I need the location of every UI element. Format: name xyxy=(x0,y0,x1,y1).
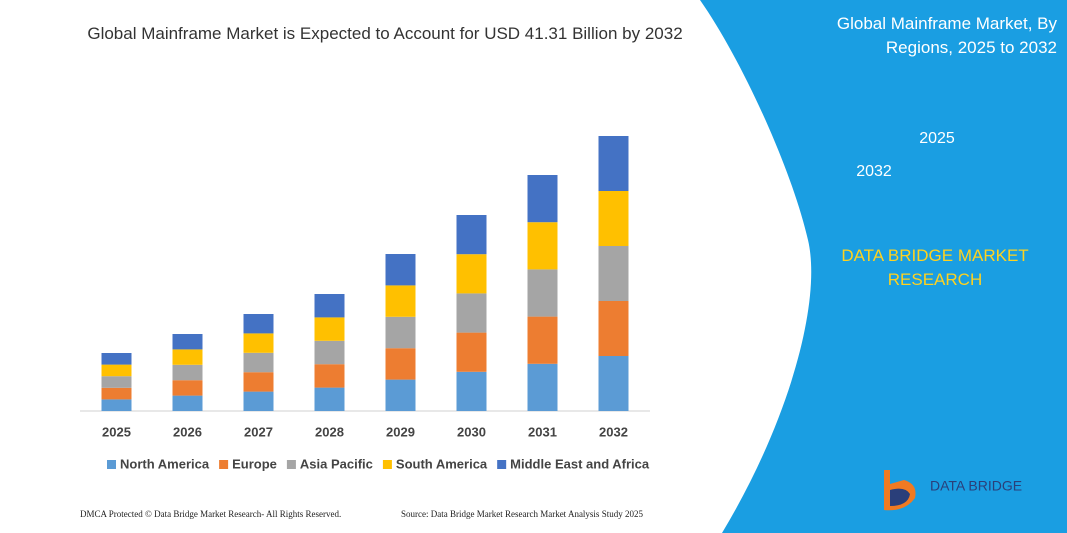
bar-segment xyxy=(598,301,629,356)
bar-segment xyxy=(385,316,416,349)
bar-segment xyxy=(598,246,629,301)
bar-segment xyxy=(598,136,629,191)
bar-segment xyxy=(172,380,203,396)
legend-swatch xyxy=(219,460,229,469)
bar-segment xyxy=(172,395,203,411)
bar-segment xyxy=(385,285,416,317)
legend-swatch xyxy=(382,460,392,469)
bar-segment xyxy=(598,191,629,246)
bar-segment xyxy=(243,372,274,392)
side-panel xyxy=(700,0,1067,533)
bar-segment xyxy=(243,333,274,353)
bar-segment xyxy=(527,222,558,270)
bar-segment xyxy=(243,391,274,411)
bar-segment xyxy=(456,254,487,294)
legend-swatch xyxy=(107,460,116,469)
chart-title: Global Mainframe Market is Expected to A… xyxy=(87,24,683,43)
brand: DATA BRIDGE MARKET RESEARCH xyxy=(841,246,1029,289)
bar-segment xyxy=(101,364,132,377)
bar-segment xyxy=(172,334,203,350)
logo-text: DATA BRIDGE xyxy=(930,478,1022,494)
bar-segment xyxy=(598,356,629,411)
bar-segment xyxy=(385,379,416,411)
x-tick-label: 2025 xyxy=(102,424,131,439)
x-tick-label: 2031 xyxy=(528,424,557,439)
bar-segment xyxy=(101,399,132,411)
hexagon-label: 2025 xyxy=(919,130,955,147)
bar-segment xyxy=(456,215,487,255)
bar-segment xyxy=(101,376,132,388)
bar-segment xyxy=(314,294,345,318)
x-tick-label: 2027 xyxy=(244,424,273,439)
legend-label: Middle East and Africa xyxy=(510,456,650,471)
bar-segment xyxy=(527,316,558,364)
bar-segment xyxy=(243,352,274,373)
bar-segment xyxy=(243,314,274,334)
legend-label: Asia Pacific xyxy=(300,456,373,471)
bar-segment xyxy=(527,363,558,411)
x-tick-label: 2029 xyxy=(386,424,415,439)
bar-segment xyxy=(314,387,345,411)
legend-swatch xyxy=(286,460,296,469)
logo: DATA BRIDGE xyxy=(884,470,1022,511)
legend-label: North America xyxy=(120,456,210,471)
footer-source: Source: Data Bridge Market Research Mark… xyxy=(401,509,643,519)
legend-label: Europe xyxy=(232,456,277,471)
bar-segment xyxy=(385,348,416,380)
legend-swatch xyxy=(497,460,507,469)
bar-segment xyxy=(172,349,203,365)
legend-label: South America xyxy=(396,456,488,471)
panel-title: Global Mainframe Market, By Regions, 202… xyxy=(836,14,1057,57)
bar-segment xyxy=(172,364,203,381)
bar-segment xyxy=(101,387,132,400)
x-tick-label: 2032 xyxy=(599,424,628,439)
bar-segment xyxy=(527,269,558,317)
bar-segment xyxy=(456,371,487,411)
logo-icon xyxy=(890,488,910,506)
footer-note: DMCA Protected © Data Bridge Market Rese… xyxy=(80,509,342,519)
bar-segment xyxy=(314,317,345,341)
bar-segment xyxy=(314,340,345,365)
bar-segment xyxy=(456,332,487,372)
x-tick-label: 2026 xyxy=(173,424,202,439)
bar-segment xyxy=(527,175,558,223)
bar-segment xyxy=(314,364,345,388)
bar-segment xyxy=(101,353,132,365)
bar-segment xyxy=(385,254,416,286)
hexagon-label: 2032 xyxy=(856,163,892,180)
x-tick-label: 2030 xyxy=(457,424,486,439)
bar-segment xyxy=(456,293,487,333)
x-tick-label: 2028 xyxy=(315,424,344,439)
